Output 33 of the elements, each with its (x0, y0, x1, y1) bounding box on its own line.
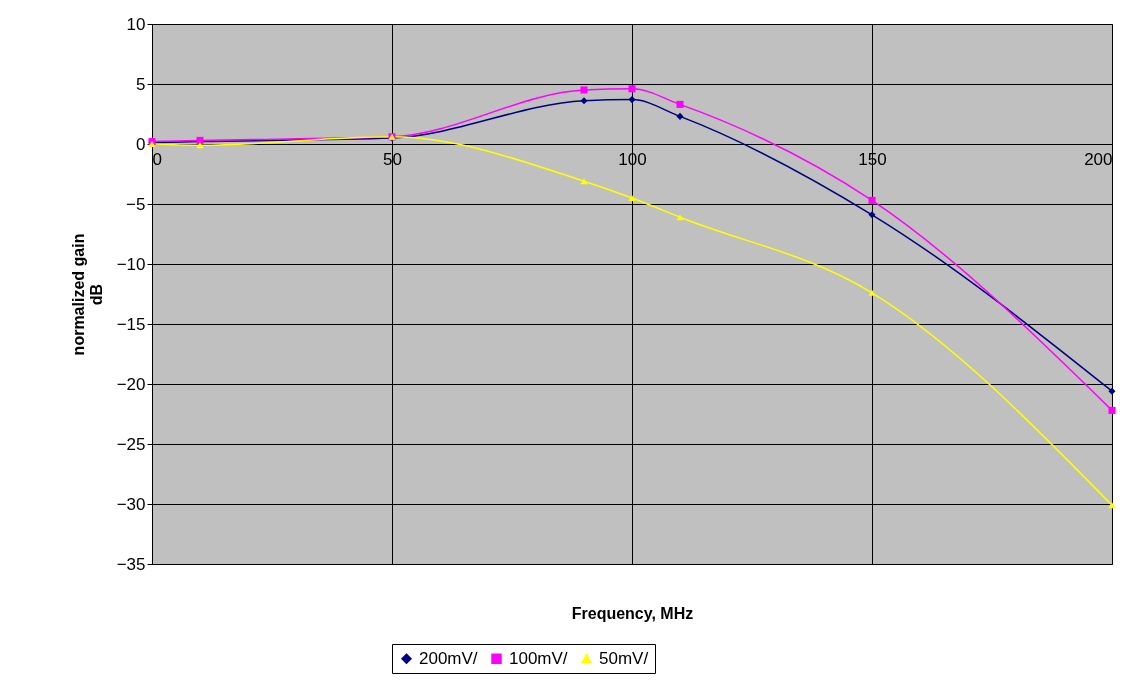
point (868, 289, 876, 296)
point (580, 178, 588, 185)
legend-label: 50mV/ (599, 648, 649, 668)
point (868, 196, 876, 204)
x-axis-title: Frequency, MHz (571, 604, 694, 622)
y-tick-label: −30 (116, 494, 146, 514)
y-tick-label: 5 (136, 74, 146, 94)
y-tick-label: −10 (116, 254, 146, 274)
y-axis-title: normalized gain dB (69, 233, 105, 356)
x-tick-label: 200 (1084, 149, 1113, 169)
y-tick-label: −15 (116, 314, 146, 334)
y-tick-label: 10 (126, 14, 146, 34)
y-tick-label: −25 (116, 434, 146, 454)
point (1108, 502, 1116, 509)
legend-label: 200mV/ (419, 648, 478, 668)
point (1108, 406, 1116, 414)
x-tick-label: 0 (152, 149, 162, 169)
y-tick-label: −35 (116, 554, 146, 574)
point (868, 211, 876, 219)
point (628, 85, 636, 93)
point (196, 142, 204, 149)
y-tick-label: −20 (116, 374, 146, 394)
y-tick-label: 0 (136, 134, 146, 154)
y-tick-label: −5 (126, 194, 146, 214)
point (1108, 387, 1116, 395)
point (676, 112, 684, 120)
legend-label: 100mV/ (509, 648, 568, 668)
point (580, 97, 588, 105)
point (628, 96, 636, 104)
point (628, 194, 636, 202)
point (676, 214, 684, 221)
point (580, 86, 588, 94)
point (676, 100, 684, 108)
